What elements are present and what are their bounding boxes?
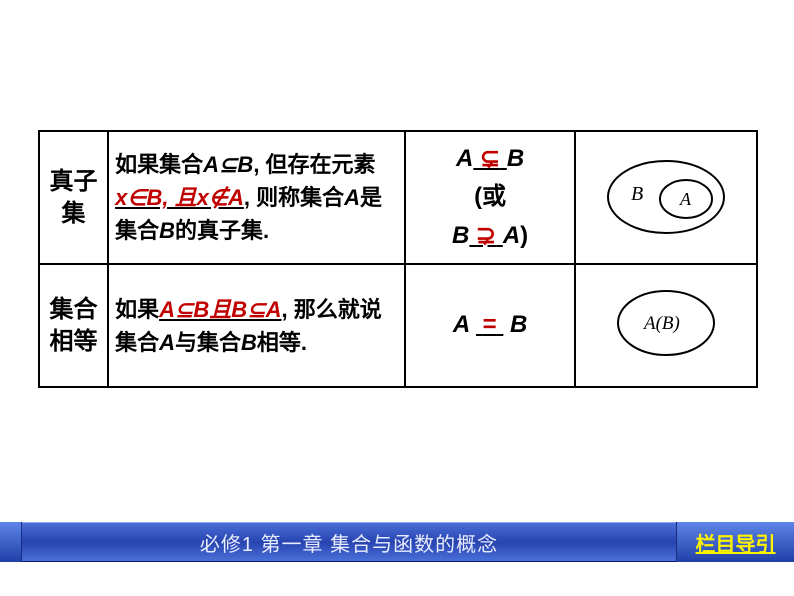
footer-bar: 必修1 第一章 集合与函数的概念 栏目导引 xyxy=(0,522,794,562)
table-row: 真子集 如果集合A⊆B, 但存在元素x∈B, 且x∉A, 则称集合A是集合B的真… xyxy=(39,131,757,264)
row-label: 真子集 xyxy=(39,131,108,264)
diagram-label-AB: A(B) xyxy=(642,313,680,334)
blank-fill: x∈B, 且x∉A xyxy=(115,185,244,210)
row-notation: A = B xyxy=(405,264,575,387)
superset-neq-symbol: ⊋ xyxy=(476,217,496,255)
table-row: 集合相等 如果A⊆B且B⊆A, 那么就说集合A与集合B相等. A = B A(B… xyxy=(39,264,757,387)
row-description: 如果A⊆B且B⊆A, 那么就说集合A与集合B相等. xyxy=(108,264,405,387)
footer-title: 必修1 第一章 集合与函数的概念 xyxy=(22,528,676,557)
row-description: 如果集合A⊆B, 但存在元素x∈B, 且x∉A, 则称集合A是集合B的真子集. xyxy=(108,131,405,264)
subset-neq-symbol: ⊊ xyxy=(480,140,500,178)
diagram-label-A: A xyxy=(679,189,692,209)
row-notation: A ⊊ B (或 B ⊋ A) xyxy=(405,131,575,264)
footer-left-cap xyxy=(0,522,22,562)
venn-diagram-equal: A(B) xyxy=(575,264,757,387)
row-label: 集合相等 xyxy=(39,264,108,387)
venn-diagram-proper-subset: B A xyxy=(575,131,757,264)
blank-fill: A⊆B且B⊆A xyxy=(159,297,281,322)
definitions-table: 真子集 如果集合A⊆B, 但存在元素x∈B, 且x∉A, 则称集合A是集合B的真… xyxy=(38,130,758,388)
equals-symbol: = xyxy=(483,306,497,344)
diagram-label-B: B xyxy=(631,183,643,205)
nav-button[interactable]: 栏目导引 xyxy=(676,522,794,562)
